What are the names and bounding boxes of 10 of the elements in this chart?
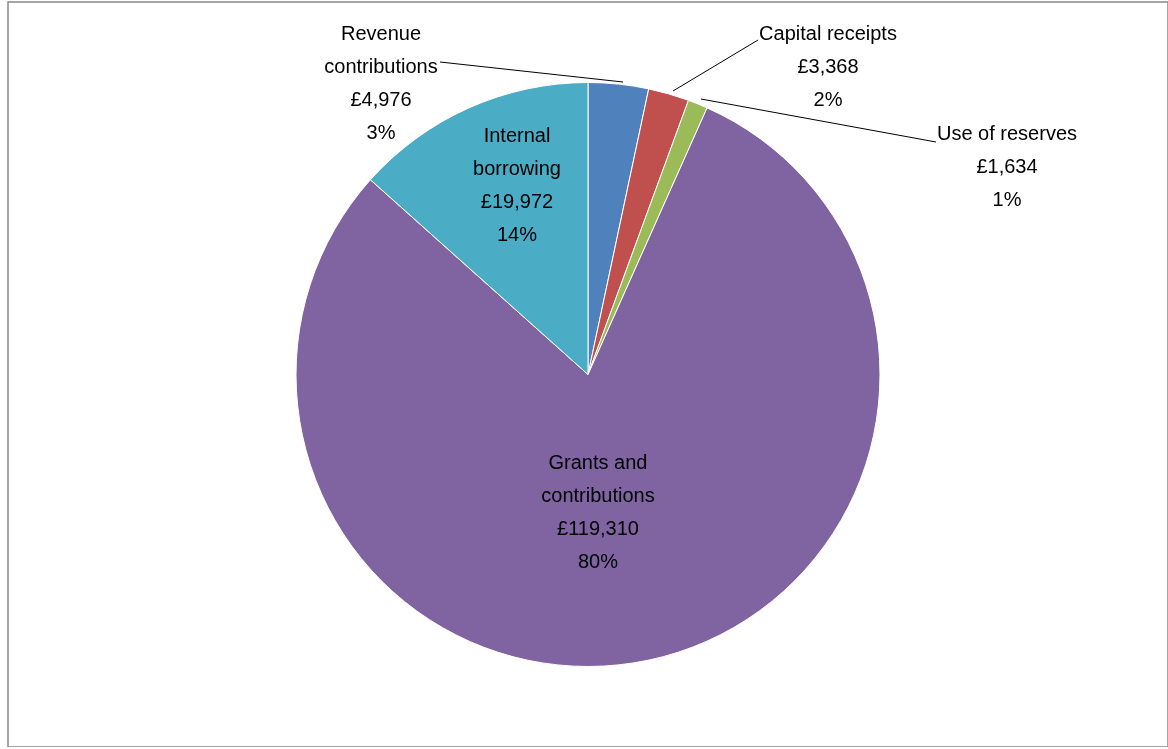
data-label: £1,634 1%	[976, 155, 1038, 210]
slice-label: Grants and contributions	[541, 451, 655, 506]
slice-label: Use of reserves	[936, 122, 1078, 144]
slice-label: Internal borrowing	[473, 124, 561, 179]
data-label: £19,972 14%	[480, 190, 554, 245]
data-label: £4,976 3%	[350, 88, 412, 143]
data-label: £3,368 2%	[797, 55, 859, 110]
slice-label: Capital receipts	[759, 22, 897, 44]
slice-label: Revenue contributions	[324, 22, 438, 77]
data-label: £119,310 80%	[557, 517, 639, 572]
